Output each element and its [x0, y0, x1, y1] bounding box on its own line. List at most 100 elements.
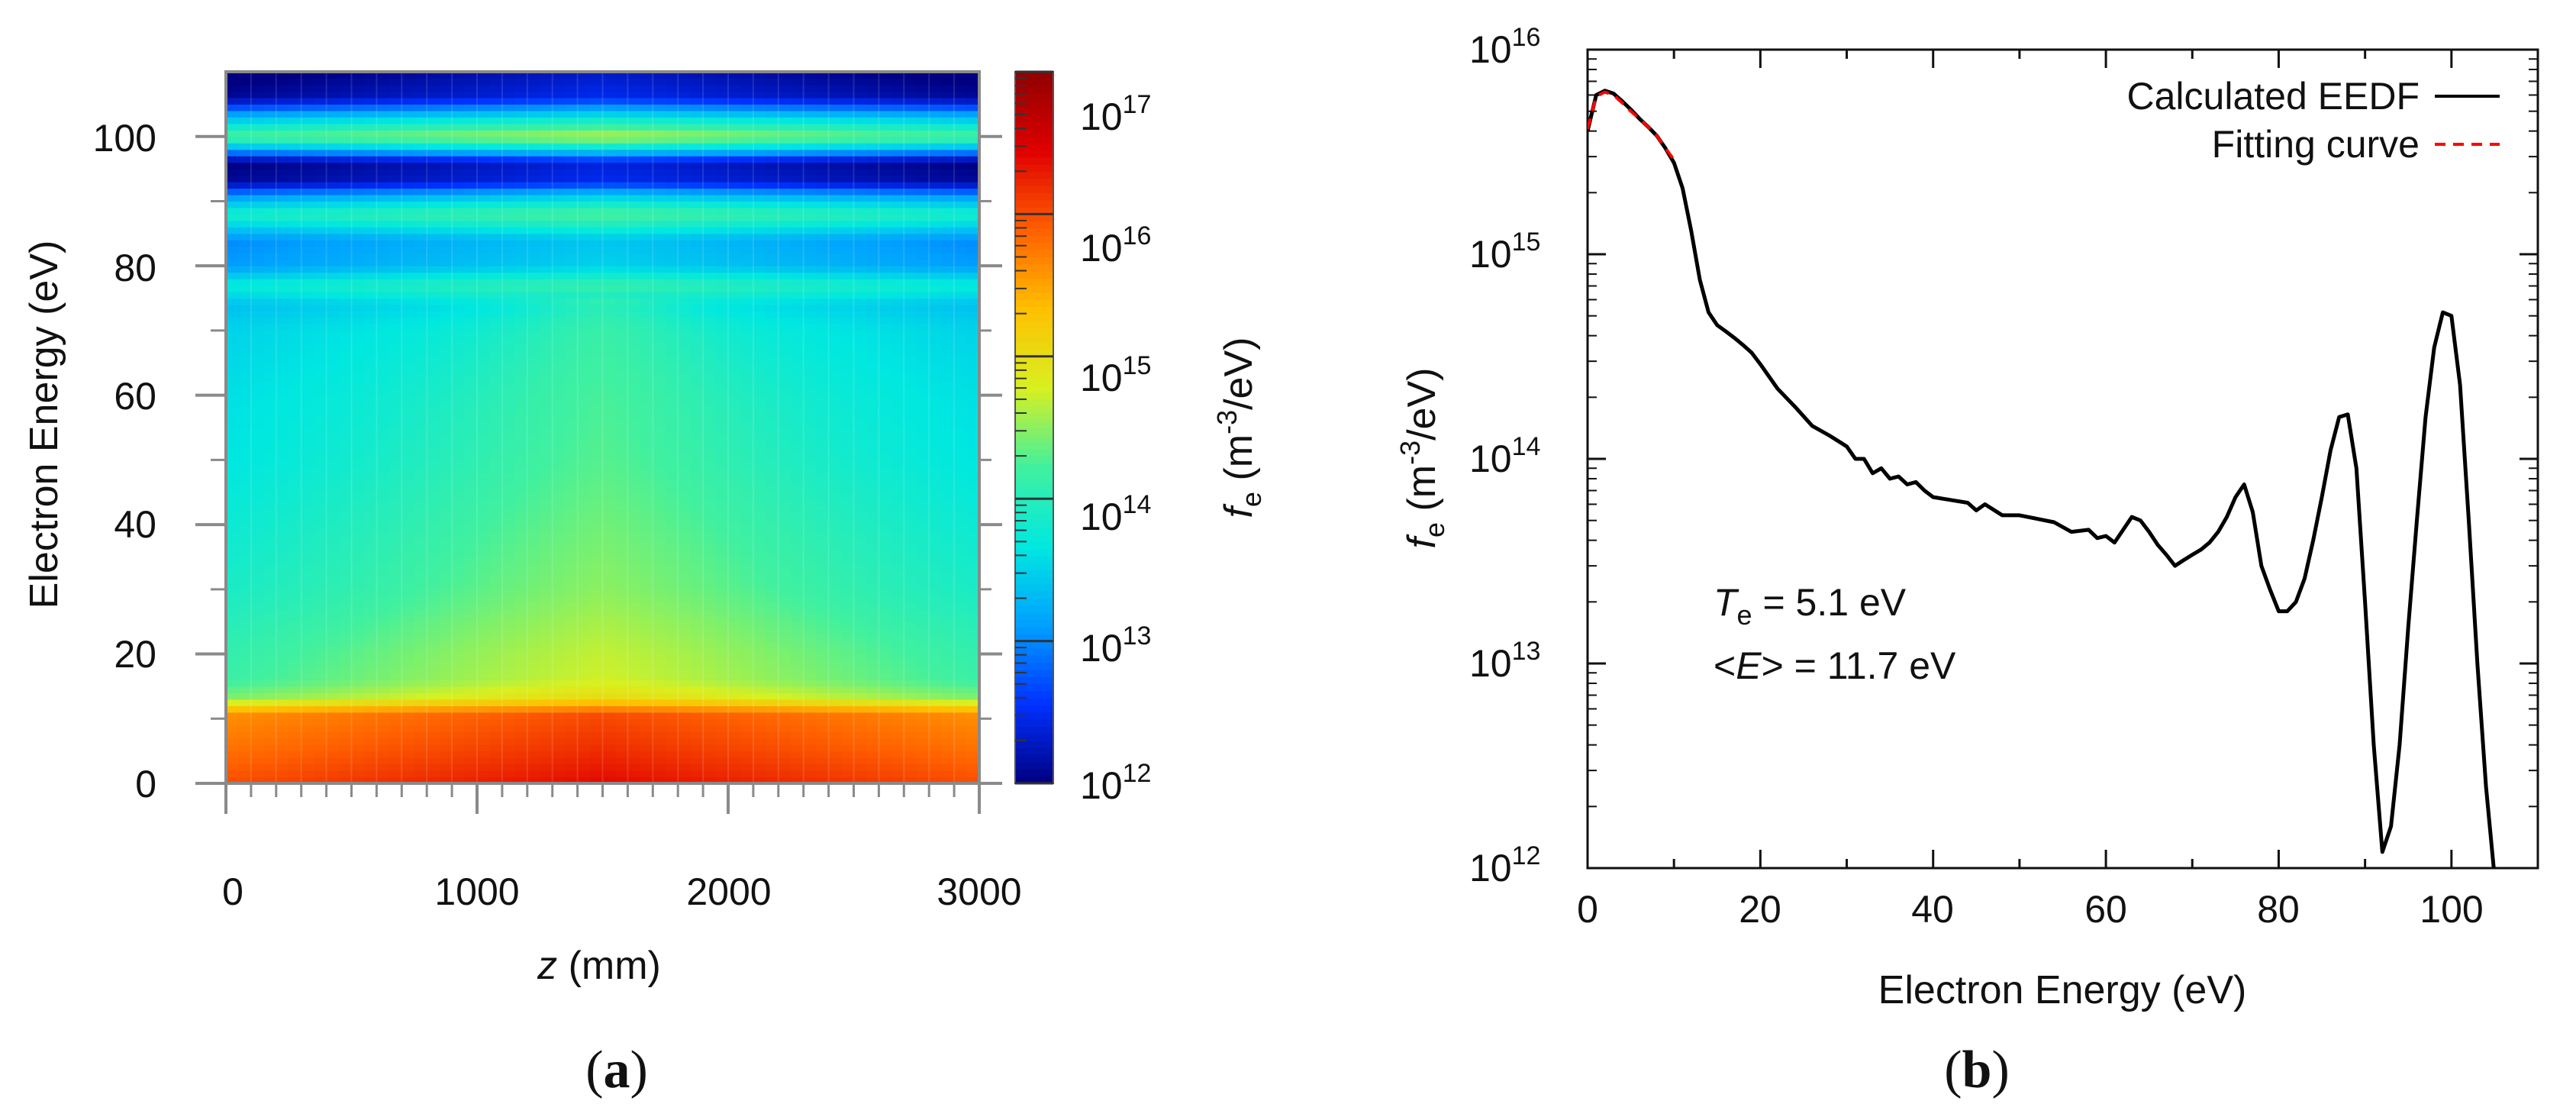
heatmap-cell	[565, 473, 579, 480]
heatmap-cell	[740, 421, 754, 428]
heatmap-cell	[326, 395, 340, 402]
heatmap-cell	[314, 311, 327, 318]
heatmap-cell	[590, 356, 604, 363]
heatmap-cell	[590, 492, 604, 499]
heatmap-cell	[540, 641, 553, 648]
heatmap-cell	[891, 479, 904, 486]
heatmap-cell	[326, 718, 340, 726]
heatmap-cell	[238, 738, 252, 745]
heatmap-cell	[941, 279, 955, 286]
heatmap-cell	[552, 402, 566, 409]
heatmap-cell	[477, 266, 491, 273]
heatmap-cell	[614, 673, 628, 681]
heatmap-cell	[791, 725, 804, 732]
heatmap-cell	[477, 744, 491, 752]
heatmap-cell	[614, 246, 628, 253]
heatmap-cell	[577, 460, 591, 467]
heatmap-cell	[828, 589, 842, 596]
heatmap-cell	[276, 415, 289, 422]
heatmap-cell	[514, 440, 528, 448]
heatmap-cell	[828, 654, 842, 661]
heatmap-cell	[614, 428, 628, 435]
heatmap-cell	[966, 473, 980, 480]
heatmap-cell	[514, 492, 528, 499]
heatmap-cell	[301, 544, 314, 551]
heatmap-cell	[665, 602, 679, 609]
heatmap-cell	[238, 305, 252, 312]
heatmap-cell	[414, 279, 427, 286]
heatmap-cell	[514, 350, 528, 357]
heatmap-cell	[916, 621, 930, 629]
heatmap-cell	[866, 389, 879, 396]
heatmap-cell	[929, 298, 943, 305]
heatmap-cell	[301, 285, 314, 292]
heatmap-cell	[376, 421, 390, 428]
heatmap-cell	[853, 596, 867, 603]
heatmap-cell	[326, 634, 340, 642]
heatmap-cell	[728, 402, 742, 409]
heatmap-cell	[464, 550, 478, 558]
heatmap-cell	[577, 246, 591, 253]
heatmap-cell	[778, 376, 791, 383]
heatmap-cell	[715, 628, 729, 635]
heatmap-cell	[376, 692, 390, 700]
heatmap-cell	[552, 279, 566, 286]
heatmap-cell	[828, 699, 842, 706]
heatmap-cell	[866, 757, 879, 765]
heatmap-cell	[803, 434, 817, 441]
heatmap-cell	[263, 486, 277, 493]
heatmap-cell	[904, 647, 917, 655]
heatmap-cell	[640, 350, 653, 357]
heatmap-cell	[728, 382, 742, 389]
heatmap-cell	[477, 757, 491, 765]
heatmap-cell	[891, 654, 904, 661]
heatmap-cell	[715, 376, 729, 383]
heatmap-cell	[828, 538, 842, 545]
heatmap-cell	[853, 621, 867, 629]
heatmap-cell	[276, 337, 289, 344]
heatmap-cell	[627, 272, 641, 279]
heatmap-cell	[250, 738, 264, 745]
heatmap-cell	[816, 576, 830, 583]
heatmap-cell	[904, 466, 917, 473]
heatmap-cell	[376, 428, 390, 435]
heatmap-cell	[250, 492, 264, 499]
heatmap-cell	[715, 776, 729, 784]
heatmap-cell	[250, 279, 264, 286]
heatmap-cell	[289, 667, 302, 674]
heatmap-cell	[501, 499, 515, 506]
heatmap-cell	[828, 350, 842, 357]
heatmap-cell	[614, 337, 628, 344]
heatmap-cell	[866, 705, 879, 713]
heatmap-cell	[916, 770, 930, 778]
heatmap-cell	[966, 647, 980, 655]
heatmap-cell	[401, 240, 415, 247]
heatmap-cell	[339, 492, 353, 499]
heatmap-cell	[250, 402, 264, 409]
heatmap-cell	[552, 492, 566, 499]
heatmap-cell	[778, 440, 791, 448]
heatmap-cell	[728, 667, 742, 674]
heatmap-cell	[740, 589, 754, 596]
heatmap-cell	[477, 292, 491, 299]
heatmap-cell	[916, 305, 930, 312]
heatmap-cell	[540, 382, 553, 389]
heatmap-cell	[464, 705, 478, 713]
heatmap-cell	[276, 712, 289, 719]
heatmap-cell	[565, 505, 579, 512]
heatmap-cell	[929, 279, 943, 286]
heatmap-cell	[954, 738, 968, 745]
heatmap-cell	[351, 763, 365, 771]
heatmap-cell	[565, 621, 579, 629]
heatmap-cell	[590, 725, 604, 732]
heatmap-cell	[452, 673, 466, 681]
heatmap-cell	[853, 680, 867, 687]
heatmap-cell	[678, 279, 692, 286]
heatmap-cell	[891, 395, 904, 402]
heatmap-cell	[376, 744, 390, 752]
heatmap-cell	[388, 744, 402, 752]
heatmap-cell	[916, 699, 930, 706]
heatmap-cell	[464, 628, 478, 635]
heatmap-cell	[966, 466, 980, 473]
heatmap-cell	[803, 596, 817, 603]
